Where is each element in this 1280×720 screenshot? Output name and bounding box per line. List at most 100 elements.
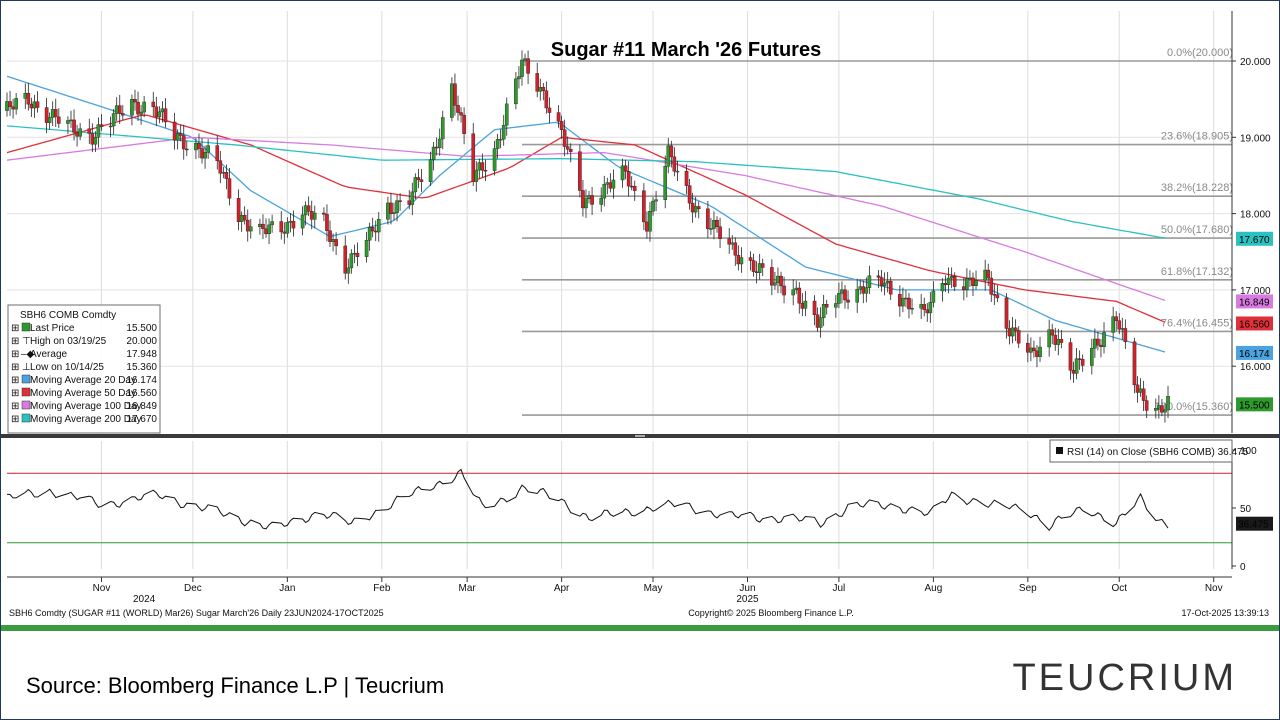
price-badge (1236, 294, 1273, 309)
candle-body (995, 294, 1000, 299)
teucrium-logo: TEUCRIUM (1012, 657, 1237, 699)
candle-body (483, 169, 488, 172)
candle-body (581, 190, 585, 209)
candle-body (803, 300, 808, 309)
candle-body (346, 267, 351, 274)
candle-body (175, 133, 180, 141)
price-chart: 0.0%(20.000) 23.6%(18.905) 38.2%(18.228) 50… (1, 1, 1279, 631)
fib-label: 38.2%(18.228) (1161, 182, 1233, 194)
candle-body (343, 245, 348, 274)
candle-body (642, 190, 646, 223)
candle-body (477, 162, 482, 171)
candle-body (623, 165, 628, 172)
ma-line (6, 125, 1166, 239)
legend-value: 16.560 (126, 388, 157, 399)
candle-body (26, 92, 31, 105)
candle-body (267, 224, 271, 235)
fib-label: 100.0%(15.360) (1155, 401, 1233, 413)
high-marker-icon: ⊤ (22, 336, 31, 347)
candle-body (968, 277, 972, 280)
candle-body (776, 275, 780, 283)
candle-body (739, 257, 744, 265)
candle-body (370, 227, 375, 232)
candle-body (837, 293, 841, 304)
candle-body (754, 271, 759, 273)
price-badge (1236, 397, 1273, 412)
legend-value: 16.849 (126, 401, 157, 412)
candle-body (413, 177, 418, 193)
candle-body (1144, 400, 1149, 411)
fib-label: 61.8%(17.132) (1161, 266, 1233, 278)
candle-body (492, 148, 497, 171)
candle-body (1010, 327, 1015, 337)
candle-body (706, 208, 710, 230)
candle-body (949, 276, 954, 279)
price-tick-label: 19.000 (1240, 133, 1271, 144)
candle-body (90, 133, 95, 145)
candle-body (684, 170, 689, 186)
candle-body (428, 159, 433, 182)
candle-body (526, 58, 530, 74)
candle-body (114, 105, 119, 114)
candle-body (1080, 359, 1085, 366)
candle-body (1090, 348, 1094, 366)
candle-body (303, 205, 308, 216)
candle-body (1056, 339, 1061, 345)
candle-body (136, 101, 140, 115)
legend-expander: ⊞ (11, 375, 19, 386)
candle-body (407, 200, 412, 205)
candle-body (910, 308, 914, 310)
candle-body (309, 211, 314, 220)
candle-body (160, 108, 165, 113)
candle-body (520, 59, 524, 77)
candle-body (184, 148, 189, 151)
legend-label: High on 03/19/25 (30, 336, 107, 347)
candle-body (14, 98, 18, 110)
candle-body (1102, 332, 1106, 347)
candle-body (1099, 344, 1103, 347)
candle-body (133, 99, 137, 103)
rsi-tick-label: 0 (1240, 562, 1246, 573)
candle-body (547, 107, 552, 113)
candle-body (824, 304, 829, 308)
candle-body (117, 105, 122, 114)
footer-description: SBH6 Comdty (SUGAR #11 (WORLD) Mar26) Su… (9, 608, 384, 618)
candle-body (904, 297, 908, 300)
candle-body (218, 160, 223, 174)
candle-body (78, 128, 82, 137)
candle-body (1096, 338, 1100, 346)
candle-body (590, 195, 594, 205)
candle-body (974, 280, 978, 286)
candle-body (389, 202, 393, 214)
legend-swatch (21, 400, 31, 410)
candle-body (1035, 350, 1039, 357)
candle-body (965, 278, 969, 291)
candle-body (322, 212, 326, 215)
candle-body (1160, 405, 1164, 413)
legend-value: 20.000 (126, 336, 157, 347)
candle-body (504, 103, 509, 126)
candle-body (498, 138, 503, 141)
candle-body (163, 108, 168, 123)
candle-body (779, 275, 783, 287)
candle-body (855, 289, 859, 303)
candle-body (800, 303, 805, 309)
candle-body (709, 228, 713, 230)
candle-body (57, 116, 61, 124)
month-label: Nov (93, 583, 111, 594)
candle-body (300, 214, 305, 229)
candle-body (264, 228, 268, 235)
candle-body (1117, 320, 1122, 330)
candle-body (172, 121, 177, 141)
candle-body (459, 112, 463, 116)
candle-body (1026, 342, 1030, 353)
candle-body (986, 269, 991, 279)
candle-body (200, 148, 204, 159)
candle-body (66, 120, 70, 124)
source-caption: Source: Bloomberg Finance L.P | Teucrium (26, 673, 445, 698)
candle-body (718, 226, 722, 239)
candle-body (757, 263, 762, 273)
candle-body (514, 78, 518, 105)
candle-body (355, 252, 360, 257)
candle-body (843, 289, 847, 301)
